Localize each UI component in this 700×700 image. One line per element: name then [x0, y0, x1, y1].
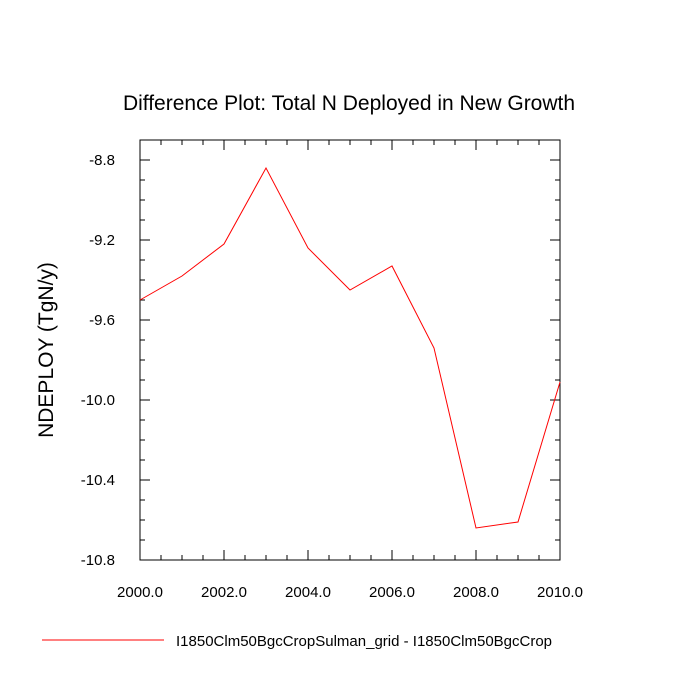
- x-tick-label: 2006.0: [369, 584, 415, 601]
- y-tick-label: -8.8: [89, 152, 115, 169]
- x-tick-label: 2004.0: [285, 584, 331, 601]
- y-tick-label: -9.6: [89, 312, 115, 329]
- x-tick-label: 2002.0: [201, 584, 247, 601]
- legend: I1850Clm50BgcCropSulman_grid - I1850Clm5…: [42, 633, 552, 650]
- x-tick-label: 2010.0: [537, 584, 583, 601]
- y-tick-label: -10.8: [81, 552, 115, 569]
- axis-tick-labels: 2000.0 2002.0 2004.0 2006.0 2008.0 2010.0 -8.8…: [81, 152, 583, 601]
- y-tick-label: -10.0: [81, 392, 115, 409]
- legend-label: I1850Clm50BgcCropSulman_grid - I1850Clm5…: [176, 633, 552, 650]
- y-tick-label: -9.2: [89, 232, 115, 249]
- x-tick-label: 2000.0: [117, 584, 163, 601]
- axis-ticks: [139, 139, 561, 561]
- plot-frame: [139, 139, 561, 561]
- x-tick-label: 2008.0: [453, 584, 499, 601]
- y-tick-label: -10.4: [81, 472, 115, 489]
- series-layer: [139, 166, 561, 529]
- chart-title: Difference Plot: Total N Deployed in New…: [123, 92, 575, 115]
- series-line: [139, 166, 561, 529]
- y-axis-label: NDEPLOY (TgN/y): [35, 262, 58, 438]
